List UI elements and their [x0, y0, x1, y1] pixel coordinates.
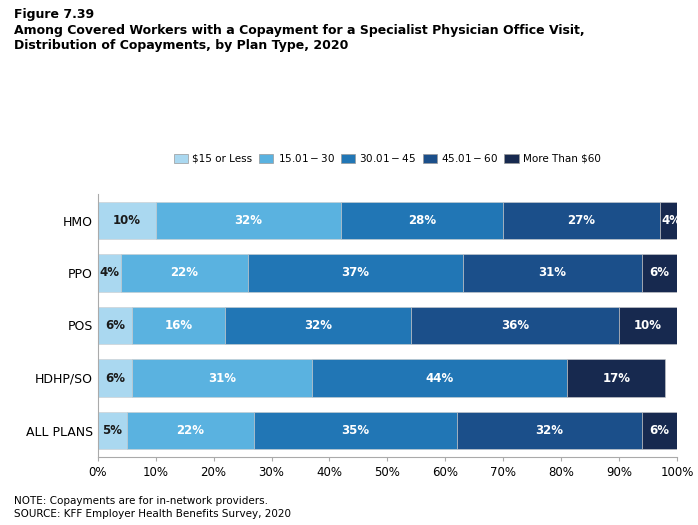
Bar: [156, 202, 341, 239]
Text: 10%: 10%: [112, 214, 141, 227]
Bar: [98, 359, 133, 397]
Text: 31%: 31%: [538, 267, 567, 279]
Text: 31%: 31%: [208, 372, 237, 384]
Text: NOTE: Copayments are for in-network providers.: NOTE: Copayments are for in-network prov…: [14, 496, 268, 506]
Text: Among Covered Workers with a Copayment for a Specialist Physician Office Visit,: Among Covered Workers with a Copayment f…: [14, 24, 585, 37]
Bar: [410, 307, 619, 344]
Bar: [341, 202, 503, 239]
Text: 17%: 17%: [602, 372, 630, 384]
Bar: [98, 202, 156, 239]
Bar: [133, 307, 225, 344]
Text: 32%: 32%: [235, 214, 262, 227]
Text: 22%: 22%: [170, 267, 199, 279]
Bar: [225, 307, 410, 344]
Bar: [503, 202, 660, 239]
Text: 4%: 4%: [99, 267, 119, 279]
Text: Distribution of Copayments, by Plan Type, 2020: Distribution of Copayments, by Plan Type…: [14, 39, 348, 52]
Text: 32%: 32%: [535, 424, 563, 437]
Text: 28%: 28%: [408, 214, 436, 227]
Text: 44%: 44%: [425, 372, 454, 384]
Text: 37%: 37%: [341, 267, 369, 279]
Text: 32%: 32%: [304, 319, 332, 332]
Text: 6%: 6%: [105, 319, 125, 332]
Legend: $15 or Less, $15.01 - $30, $30.01 - $45, $45.01 - $60, More Than $60: $15 or Less, $15.01 - $30, $30.01 - $45,…: [170, 148, 605, 168]
Text: 16%: 16%: [165, 319, 193, 332]
Bar: [98, 412, 127, 449]
Text: Figure 7.39: Figure 7.39: [14, 8, 94, 21]
Text: 6%: 6%: [105, 372, 125, 384]
Text: 36%: 36%: [500, 319, 529, 332]
Bar: [642, 254, 677, 292]
Bar: [133, 359, 312, 397]
Bar: [121, 254, 248, 292]
Bar: [619, 307, 677, 344]
Text: 22%: 22%: [177, 424, 205, 437]
Text: 6%: 6%: [650, 424, 669, 437]
Text: 6%: 6%: [650, 267, 669, 279]
Text: 10%: 10%: [634, 319, 662, 332]
Bar: [98, 254, 121, 292]
Bar: [248, 254, 463, 292]
Text: 27%: 27%: [567, 214, 595, 227]
Bar: [642, 412, 677, 449]
Bar: [567, 359, 665, 397]
Bar: [98, 307, 133, 344]
Bar: [254, 412, 457, 449]
Text: SOURCE: KFF Employer Health Benefits Survey, 2020: SOURCE: KFF Employer Health Benefits Sur…: [14, 509, 291, 519]
Bar: [312, 359, 567, 397]
Bar: [127, 412, 254, 449]
Text: 5%: 5%: [102, 424, 122, 437]
Text: 35%: 35%: [341, 424, 369, 437]
Bar: [660, 202, 683, 239]
Bar: [463, 254, 642, 292]
Text: 4%: 4%: [661, 214, 681, 227]
Bar: [457, 412, 642, 449]
